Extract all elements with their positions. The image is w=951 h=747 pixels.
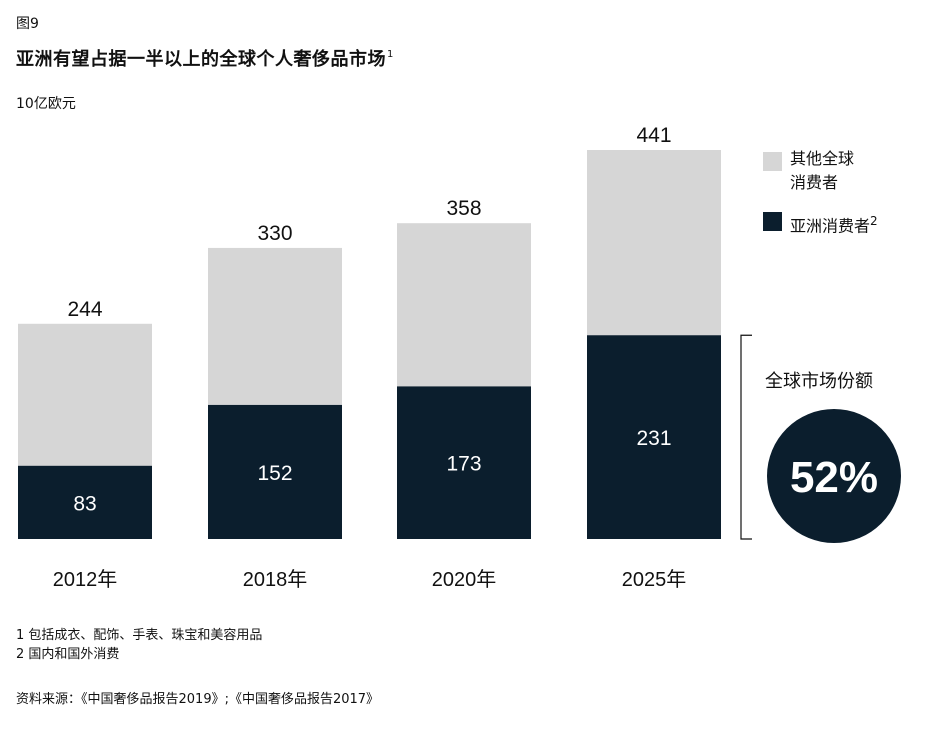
unit-label: 10亿欧元 <box>16 96 76 112</box>
title-footnote-mark: 1 <box>387 49 394 60</box>
figure-label: 图9 <box>16 16 39 32</box>
legend-swatch-other <box>763 152 782 171</box>
bar-segment-asia <box>397 386 531 539</box>
market-share-circle <box>767 409 901 543</box>
data-label-asia: 231 <box>636 427 671 450</box>
market-share-value: 52% <box>790 453 878 502</box>
market-share-label: 全球市场份额 <box>765 371 873 392</box>
data-label-asia: 83 <box>73 492 96 515</box>
category-label: 2020年 <box>432 568 497 591</box>
category-label: 2025年 <box>622 568 687 591</box>
data-label-total: 244 <box>67 298 102 321</box>
bar-segment-asia <box>18 465 152 539</box>
data-label-asia: 173 <box>446 453 481 476</box>
category-label: 2012年 <box>53 568 118 591</box>
source-note: 资料来源：《中国奢侈品报告2019》;《中国奢侈品报告2017》 <box>16 692 380 707</box>
legend-footnote-mark: 2 <box>870 214 878 228</box>
legend-label-other-line2: 消费者 <box>790 173 839 192</box>
footnotes: 1 包括成衣、配饰、手表、珠宝和美容用品 2 国内和国外消费 <box>16 626 262 664</box>
chart-title: 亚洲有望占据一半以上的全球个人奢侈品市场1 <box>16 45 394 71</box>
footnote-2: 2 国内和国外消费 <box>16 647 120 662</box>
bar-segment-other <box>208 247 342 405</box>
bar-segment-other <box>587 150 721 336</box>
bar-segment-asia <box>587 335 721 539</box>
data-label-total: 441 <box>636 124 671 147</box>
legend-label-other-line1: 其他全球 <box>790 149 855 168</box>
bar-segment-other <box>18 323 152 466</box>
legend-label-asia-text: 亚洲消费者 <box>790 216 871 236</box>
data-label-total: 330 <box>257 222 292 245</box>
share-bracket <box>740 334 752 540</box>
bar-segment-other <box>397 223 531 387</box>
chart-title-text: 亚洲有望占据一半以上的全球个人奢侈品市场 <box>16 49 386 70</box>
category-label: 2018年 <box>243 568 308 591</box>
legend-swatch-asia <box>763 212 782 231</box>
legend-label-asia: 亚洲消费者2 <box>790 209 878 238</box>
legend-label-other: 其他全球 消费者 <box>790 147 854 195</box>
footnote-1: 1 包括成衣、配饰、手表、珠宝和美容用品 <box>16 628 263 643</box>
bar-segment-asia <box>208 404 342 539</box>
data-label-total: 358 <box>446 197 481 220</box>
data-label-asia: 152 <box>257 462 292 485</box>
